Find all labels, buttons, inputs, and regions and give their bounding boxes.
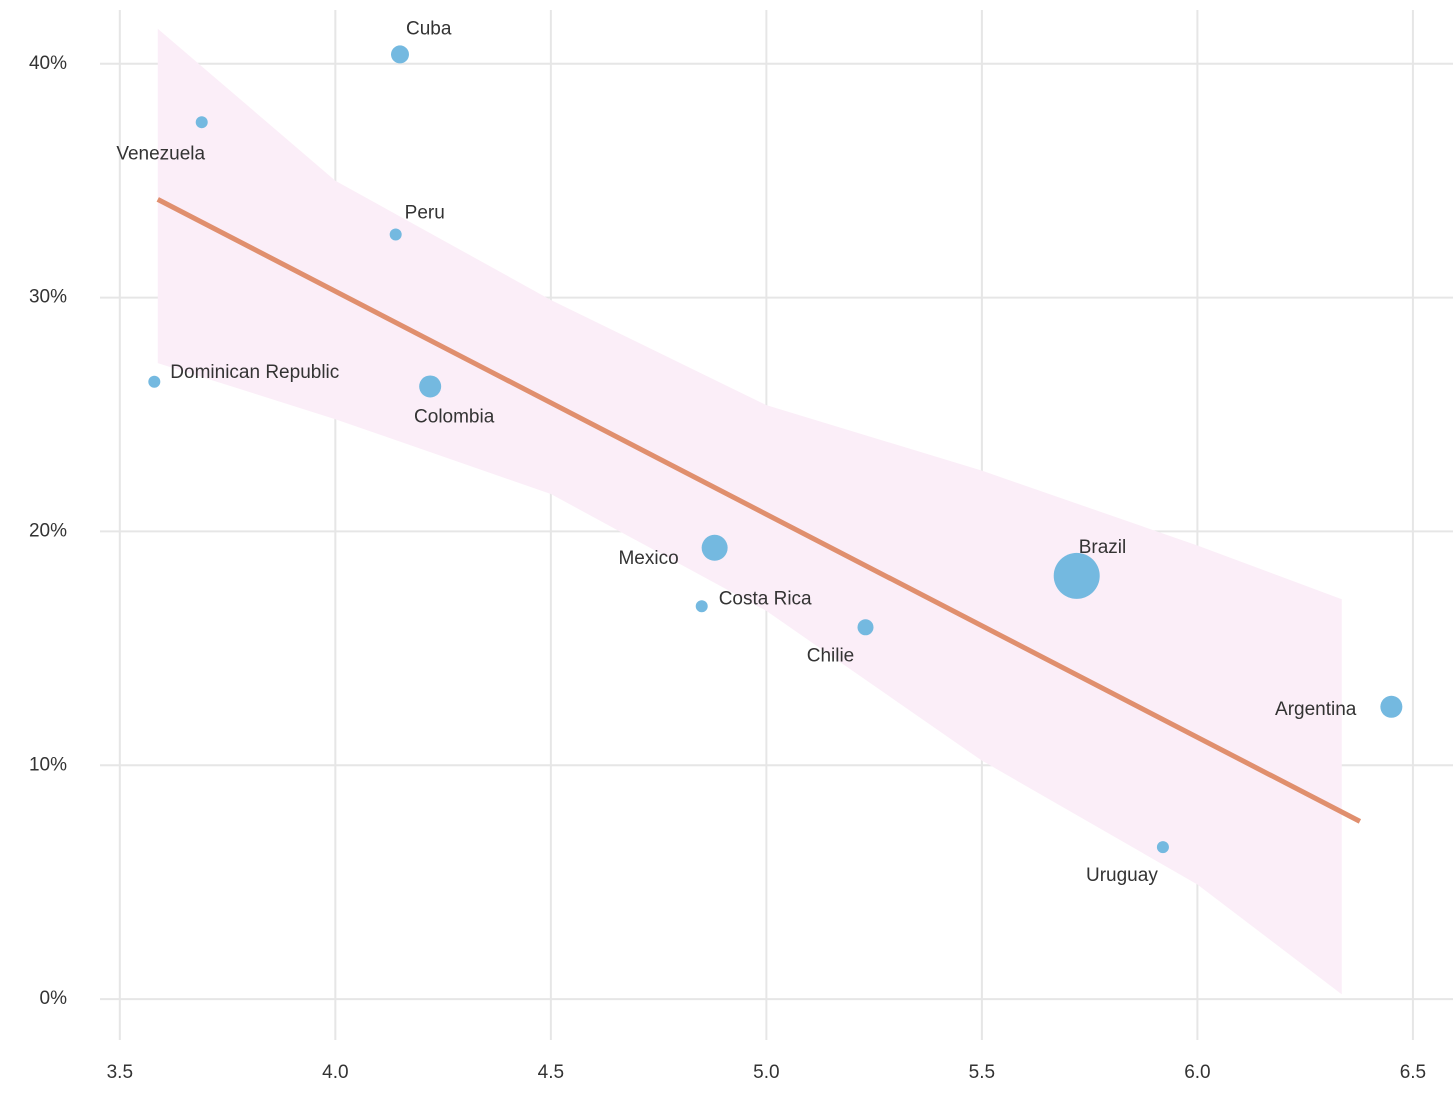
data-point	[1380, 695, 1403, 718]
point-label: Costa Rica	[719, 588, 812, 609]
x-tick-label: 5.0	[753, 1062, 779, 1083]
point-label: Dominican Republic	[170, 362, 339, 383]
point-label: Mexico	[618, 548, 678, 569]
y-tick-label: 20%	[29, 520, 67, 541]
data-point	[1053, 552, 1100, 599]
x-tick-label: 6.5	[1400, 1062, 1426, 1083]
point-label: Argentina	[1275, 699, 1357, 720]
data-point	[195, 116, 208, 129]
point-label: Brazil	[1079, 537, 1127, 558]
y-tick-label: 10%	[29, 754, 67, 775]
x-tick-label: 5.5	[969, 1062, 995, 1083]
x-tick-label: 3.5	[107, 1062, 133, 1083]
x-tick-label: 4.5	[538, 1062, 564, 1083]
point-label: Venezuela	[116, 143, 205, 164]
data-point	[390, 45, 409, 64]
data-point	[419, 375, 442, 398]
confidence-band	[157, 28, 1342, 995]
data-point	[857, 619, 874, 636]
y-tick-label: 30%	[29, 287, 67, 308]
data-point	[701, 534, 728, 561]
x-tick-label: 6.0	[1184, 1062, 1210, 1083]
point-label: Uruguay	[1086, 865, 1158, 886]
y-tick-label: 0%	[40, 988, 68, 1009]
trend-line	[156, 197, 1362, 824]
point-label: Cuba	[406, 18, 452, 39]
point-label: Colombia	[414, 406, 495, 427]
data-point	[148, 375, 161, 388]
y-tick-label: 40%	[29, 53, 67, 74]
data-point	[695, 600, 708, 613]
x-tick-label: 4.0	[322, 1062, 348, 1083]
point-label: Peru	[405, 202, 445, 223]
point-label: Chilie	[807, 645, 855, 666]
data-point	[389, 228, 402, 241]
data-point	[1156, 841, 1169, 854]
